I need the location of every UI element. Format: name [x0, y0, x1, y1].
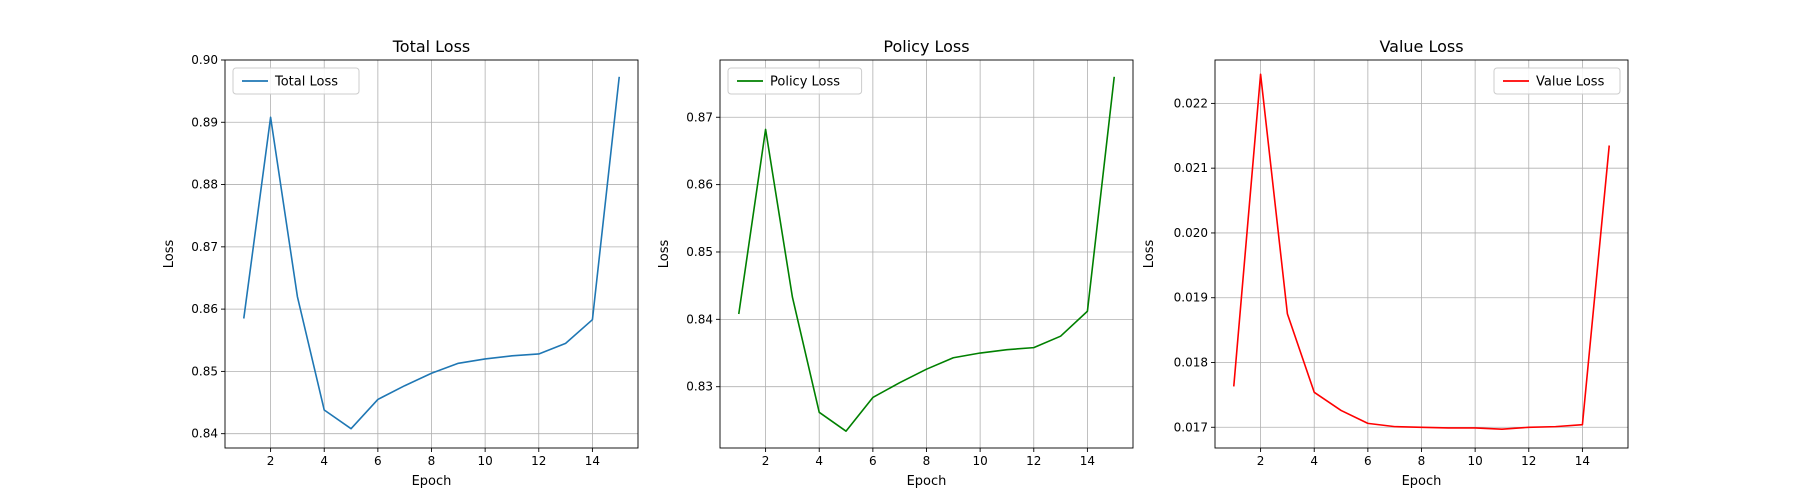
series-line	[737, 76, 1116, 432]
chart-title: Policy Loss	[883, 37, 969, 56]
y-tick-label: 0.90	[191, 53, 218, 67]
x-tick-label: 8	[428, 454, 436, 468]
x-axis-label: Epoch	[907, 474, 947, 489]
y-tick-label: 0.87	[191, 240, 218, 254]
chart-title: Total Loss	[392, 37, 471, 56]
legend-box	[1493, 67, 1621, 95]
y-axis-label: Loss	[1142, 240, 1157, 269]
y-tick-label: 0.85	[191, 364, 218, 378]
legend-label: Value Loss	[1536, 75, 1605, 90]
x-tick-label: 8	[923, 454, 931, 468]
y-tick-label: 0.84	[686, 312, 713, 326]
x-tick-label: 8	[1418, 454, 1426, 468]
series-line	[1232, 73, 1611, 431]
x-axis-label: Epoch	[412, 474, 452, 489]
legend: Total Loss	[232, 67, 360, 95]
subplot-3: 2 4 6 8 10 12 14 0.017 0.018 0.019 0.020 0.021 0.022…	[1142, 37, 1629, 489]
y-tick-label: 0.88	[191, 178, 218, 192]
y-tick-label: 0.83	[686, 380, 713, 394]
y-tick-label: 0.89	[191, 115, 218, 129]
y-tick-label: 0.020	[1174, 226, 1208, 240]
chart-title: Value Loss	[1379, 37, 1463, 56]
legend-label: Policy Loss	[770, 75, 840, 90]
subplot-1: 2 4 6 8 10 12 14 0.84 0.85 0.86 0.87 0.88 0.89 0.90 To…	[162, 37, 639, 489]
y-tick-label: 0.86	[686, 178, 713, 192]
x-tick-label: 6	[374, 454, 382, 468]
y-axis-label: Loss	[162, 240, 177, 269]
x-tick-label: 2	[267, 454, 275, 468]
x-tick-label: 6	[1364, 454, 1372, 468]
y-tick-label: 0.019	[1174, 291, 1208, 305]
x-axis-label: Epoch	[1402, 474, 1442, 489]
series-line	[242, 76, 621, 430]
x-tick-label: 12	[531, 454, 546, 468]
legend-box	[727, 67, 863, 95]
grid	[720, 60, 1133, 448]
x-tick-label: 4	[320, 454, 328, 468]
x-tick-label: 2	[762, 454, 770, 468]
y-tick-label: 0.022	[1174, 96, 1208, 110]
y-tick-label: 0.018	[1174, 355, 1208, 369]
x-tick-label: 14	[585, 454, 600, 468]
x-tick-label: 12	[1521, 454, 1536, 468]
subplot-2: 2 4 6 8 10 12 14 0.83 0.84 0.85 0.86 0.87 Policy Los…	[657, 37, 1134, 489]
x-tick-label: 14	[1080, 454, 1095, 468]
x-tick-label: 14	[1575, 454, 1590, 468]
x-tick-label: 4	[815, 454, 823, 468]
y-tick-label: 0.86	[191, 302, 218, 316]
legend-box	[232, 67, 360, 95]
legend: Value Loss	[1493, 67, 1621, 95]
y-tick-label: 0.87	[686, 110, 713, 124]
x-tick-label: 10	[972, 454, 987, 468]
x-tick-label: 10	[477, 454, 492, 468]
y-tick-label: 0.85	[686, 245, 713, 259]
y-tick-label: 0.021	[1174, 161, 1208, 175]
legend-label: Total Loss	[274, 75, 338, 90]
x-tick-label: 6	[869, 454, 877, 468]
x-tick-label: 2	[1257, 454, 1265, 468]
y-axis-label: Loss	[657, 240, 672, 269]
legend: Policy Loss	[727, 67, 863, 95]
x-tick-label: 10	[1467, 454, 1482, 468]
x-tick-label: 12	[1026, 454, 1041, 468]
y-tick-label: 0.017	[1174, 420, 1208, 434]
y-tick-label: 0.84	[191, 427, 218, 441]
x-tick-label: 4	[1310, 454, 1318, 468]
